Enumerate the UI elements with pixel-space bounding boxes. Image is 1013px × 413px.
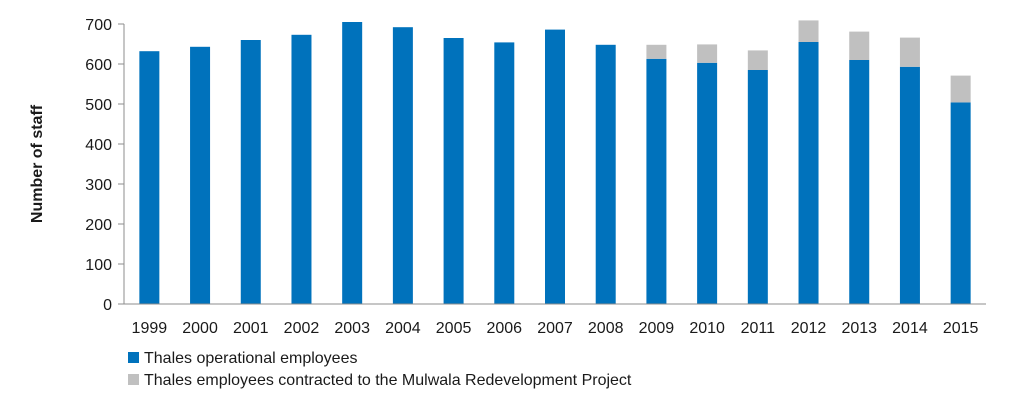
bar-2009-series-1 xyxy=(646,44,667,59)
y-axis-ticks: 0 100 200 300 400 500 600 700 xyxy=(85,17,124,314)
x-tick-label: 2011 xyxy=(741,320,776,337)
x-tick-label: 2003 xyxy=(334,320,370,337)
bar-2000-series-0 xyxy=(190,46,211,305)
legend-swatch-1 xyxy=(128,374,139,385)
x-tick-label: 2013 xyxy=(841,320,877,337)
bar-2007-series-0 xyxy=(545,29,565,304)
x-tick-label: 2015 xyxy=(943,320,979,337)
legend: Thales operational employees Thales emplo… xyxy=(128,350,632,389)
bar-2011-series-1 xyxy=(747,50,768,70)
x-tick-label: 2012 xyxy=(791,320,827,337)
bar-2015-series-0 xyxy=(950,102,971,305)
bar-2002-series-0 xyxy=(291,34,312,305)
bar-2010-series-1 xyxy=(697,44,718,63)
x-tick-label: 2014 xyxy=(892,320,928,337)
legend-label-1: Thales employees contracted to the Mulwa… xyxy=(144,372,632,389)
x-tick-label: 1999 xyxy=(132,320,168,337)
bar-2008-series-0 xyxy=(595,44,616,305)
bar-2001-series-0 xyxy=(240,40,261,304)
y-tick-label: 400 xyxy=(85,137,112,154)
y-tick-label: 300 xyxy=(85,177,112,194)
bar-2012-series-0 xyxy=(798,42,819,304)
bar-2013-series-0 xyxy=(849,60,870,304)
x-tick-label: 2006 xyxy=(486,320,522,337)
bar-2009-series-0 xyxy=(646,58,667,304)
bar-2003-series-0 xyxy=(342,22,363,304)
bar-2005-series-0 xyxy=(443,38,464,304)
bar-2012-series-1 xyxy=(798,20,819,42)
y-axis-label: Number of staff xyxy=(29,104,46,223)
x-axis-ticks: 1999 2000 2001 2002 2003 2004 2005 2006 2007 2008… xyxy=(132,320,979,337)
x-tick-label: 2007 xyxy=(537,320,573,337)
x-tick-label: 2005 xyxy=(436,320,472,337)
x-tick-label: 2009 xyxy=(639,320,675,337)
bar-2010-series-0 xyxy=(697,62,718,304)
bar-2013-series-1 xyxy=(849,31,870,60)
bar-2011-series-0 xyxy=(747,70,768,304)
axes xyxy=(123,24,986,305)
bar-2014-series-0 xyxy=(899,66,920,304)
x-tick-label: 2008 xyxy=(588,320,624,337)
legend-swatch-0 xyxy=(128,352,139,363)
y-tick-label: 200 xyxy=(85,217,112,234)
y-tick-label: 700 xyxy=(85,17,112,34)
bar-1999-series-0 xyxy=(139,51,160,305)
y-tick-label: 500 xyxy=(85,97,112,114)
y-tick-label: 0 xyxy=(103,297,112,314)
x-tick-label: 2010 xyxy=(689,320,725,337)
x-tick-label: 2004 xyxy=(385,320,421,337)
x-tick-label: 2002 xyxy=(284,320,320,337)
bar-2004-series-0 xyxy=(392,27,413,304)
legend-label-0: Thales operational employees xyxy=(144,350,357,367)
y-tick-label: 600 xyxy=(85,57,112,74)
bar-2015-series-1 xyxy=(950,75,971,103)
bars xyxy=(139,20,971,305)
x-tick-label: 2001 xyxy=(233,320,269,337)
y-tick-label: 100 xyxy=(85,257,112,274)
bar-2006-series-0 xyxy=(494,42,515,305)
x-tick-label: 2000 xyxy=(182,320,218,337)
bar-2014-series-1 xyxy=(899,37,920,67)
